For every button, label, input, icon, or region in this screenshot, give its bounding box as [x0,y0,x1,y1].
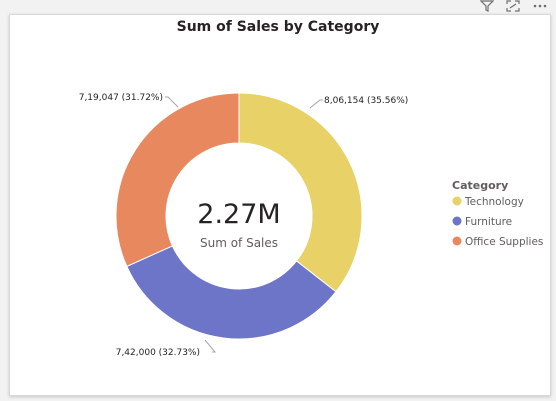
data-label-leader-line [204,339,217,353]
visual-header-toolbar [479,0,548,14]
data-label-leader-line [309,99,323,109]
data-label-furniture: 7,42,000 (32.73%) [116,348,200,358]
legend-marker-technology[interactable] [452,196,462,206]
legend-item-office-supplies[interactable]: Office Supplies [465,236,543,248]
data-label-technology: 8,06,154 (35.56%) [324,96,408,106]
focus-mode-icon[interactable] [506,0,520,14]
legend-item-technology[interactable]: Technology [464,196,524,208]
donut-slice-furniture[interactable] [126,245,337,340]
legend-item-furniture[interactable]: Furniture [465,216,512,228]
center-total-value: 2.27M [197,199,280,230]
legend: Technology Furniture Office Supplies [452,196,543,248]
legend-title: Category [452,179,508,192]
center-total-label: Sum of Sales [200,236,278,250]
legend-marker-furniture[interactable] [452,216,462,226]
more-options-icon[interactable] [532,0,548,14]
donut-slice-office-supplies[interactable] [115,92,240,268]
chart-title: Sum of Sales by Category [176,19,380,35]
data-label-office-supplies: 7,19,047 (31.72%) [79,93,163,103]
data-label-leader-line [165,96,179,108]
donut-slice-technology[interactable] [238,92,363,293]
legend-marker-office-supplies[interactable] [452,236,462,246]
filter-icon[interactable] [479,0,495,14]
